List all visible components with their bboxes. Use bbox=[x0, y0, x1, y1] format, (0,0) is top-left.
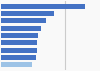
Bar bbox=[1, 48, 36, 52]
Bar bbox=[1, 62, 32, 67]
Bar bbox=[1, 11, 54, 16]
Bar bbox=[1, 19, 46, 23]
Bar bbox=[1, 33, 38, 38]
Bar bbox=[1, 26, 41, 31]
Bar bbox=[1, 40, 37, 45]
Bar bbox=[1, 4, 85, 9]
Bar bbox=[1, 55, 36, 60]
